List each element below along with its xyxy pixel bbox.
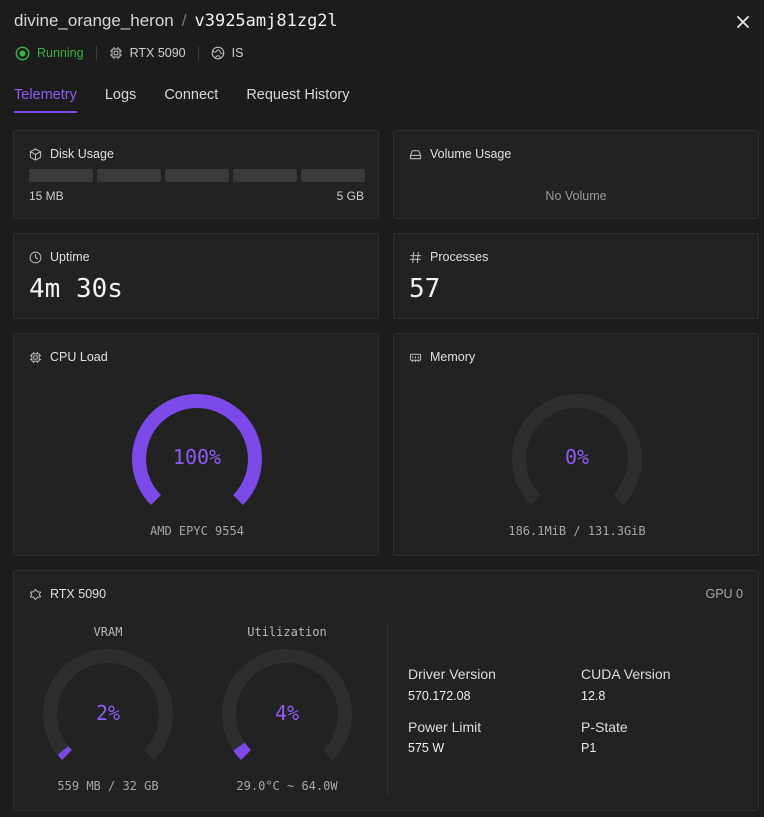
util-gauge-track [222,649,352,760]
disk-bar-segment [97,169,161,182]
driver-version-value: 570.172.08 [408,689,471,703]
memory-card: Memory 0% 186.1MiB / 131.3GiB [393,333,759,556]
cpu-gauge-fill [132,394,262,505]
gpu-divider [387,625,388,797]
disk-bar-segment [301,169,365,182]
util-title: Utilization [247,625,327,639]
pod-name: divine_orange_heron [14,11,174,30]
cuda-version-label: CUDA Version [581,666,671,682]
vram-gauge-fill [57,746,73,760]
disk-usage-title: Disk Usage [50,147,114,161]
meta-divider [95,46,97,60]
vram-title: VRAM [93,625,123,639]
gpu-name: RTX 5090 [129,46,186,60]
vram-detail: 559 MB / 32 GB [57,779,159,793]
meta-divider [197,46,199,60]
disk-bar-segment [233,169,297,182]
cpu-chip-icon [109,47,122,59]
cpu-gauge: 100% AMD EPYC 9554 [14,334,380,557]
power-limit-value: 575 W [408,741,445,755]
disk-usage-card: Disk Usage 15 MB 5 GB [13,130,379,219]
disk-bar-segment [165,169,229,182]
memory-title: Memory [430,350,476,364]
cpu-load-value: 100% [172,445,222,469]
volume-usage-card: Volume Usage No Volume [393,130,759,219]
instance-meta: Running RTX 5090 IS [15,44,243,62]
no-volume-text: No Volume [545,189,607,203]
volume-usage-title: Volume Usage [430,147,512,161]
disk-bar-segment [29,169,93,182]
running-status-icon [15,46,30,60]
hash-icon [409,251,422,263]
gpu-card: RTX 5090 GPU 0 VRAM 2% 559 MB / 32 GB Ut… [13,570,759,811]
gpu-badge: RTX 5090 [109,46,186,60]
gpu-gauges-svg [43,649,352,760]
region-code: IS [231,46,244,60]
gpu-index: GPU 0 [705,587,743,601]
util-detail: 29.0°C ~ 64.0W [236,779,338,793]
processes-header: Processes [409,250,488,264]
instance-id: v3925amj81zg2l [194,11,338,31]
memory-header: Memory [409,350,475,364]
processes-value: 57 [409,274,441,304]
box-icon [29,147,42,161]
tab-request-history[interactable]: Request History [246,87,350,103]
gpu-icon [29,588,42,600]
p-state-value: P1 [581,741,597,755]
uptime-title: Uptime [50,250,90,264]
uptime-card: Uptime 4m 30s [13,233,379,319]
memory-gauge-svg [512,394,642,505]
disk-used: 15 MB [29,189,64,203]
power-limit-label: Power Limit [408,719,482,735]
p-state-label: P-State [581,719,628,735]
memory-value: 0% [564,445,590,469]
util-value: 4% [274,701,300,725]
vram-gauge-track [43,649,173,760]
title-separator: / [181,11,187,30]
cpu-gauge-svg [132,394,262,505]
clock-icon [29,251,42,263]
cpu-load-title: CPU Load [50,350,108,364]
tab-bar: Telemetry Logs Connect Request History [14,87,377,113]
processes-title: Processes [430,250,489,264]
status-badge: Running [15,46,84,61]
disk-total: 5 GB [336,189,364,203]
status-text: Running [37,46,84,60]
memory-icon [409,353,422,362]
tab-telemetry[interactable]: Telemetry [14,87,77,113]
processes-card: Processes 57 [393,233,759,319]
cpu-load-card: CPU Load 100% AMD EPYC 9554 [13,333,379,556]
driver-version-label: Driver Version [408,666,496,682]
gpu-header: RTX 5090 [29,587,106,601]
volume-usage-header: Volume Usage [409,147,511,161]
close-icon [737,16,749,28]
util-gauge-fill [233,742,252,760]
cpu-chip-icon [29,351,42,363]
cpu-model: AMD EPYC 9554 [150,524,244,538]
gpu-title: RTX 5090 [50,587,107,601]
globe-icon [211,46,224,60]
disk-usage-bar [29,169,365,182]
memory-gauge-track [512,394,642,505]
instance-title: divine_orange_heron / v3925amj81zg2l [14,10,338,32]
tab-logs[interactable]: Logs [104,87,137,103]
cuda-version-value: 12.8 [581,689,606,703]
drive-icon [409,149,422,159]
uptime-value: 4m 30s [29,274,123,304]
memory-gauge: 0% 186.1MiB / 131.3GiB [394,334,760,557]
uptime-header: Uptime [29,250,90,264]
disk-usage-header: Disk Usage [29,147,114,161]
memory-detail: 186.1MiB / 131.3GiB [508,524,646,538]
vram-value: 2% [95,701,121,725]
close-button[interactable] [734,13,752,31]
cpu-load-header: CPU Load [29,350,108,364]
tab-connect[interactable]: Connect [164,87,219,103]
region-badge: IS [211,46,244,60]
